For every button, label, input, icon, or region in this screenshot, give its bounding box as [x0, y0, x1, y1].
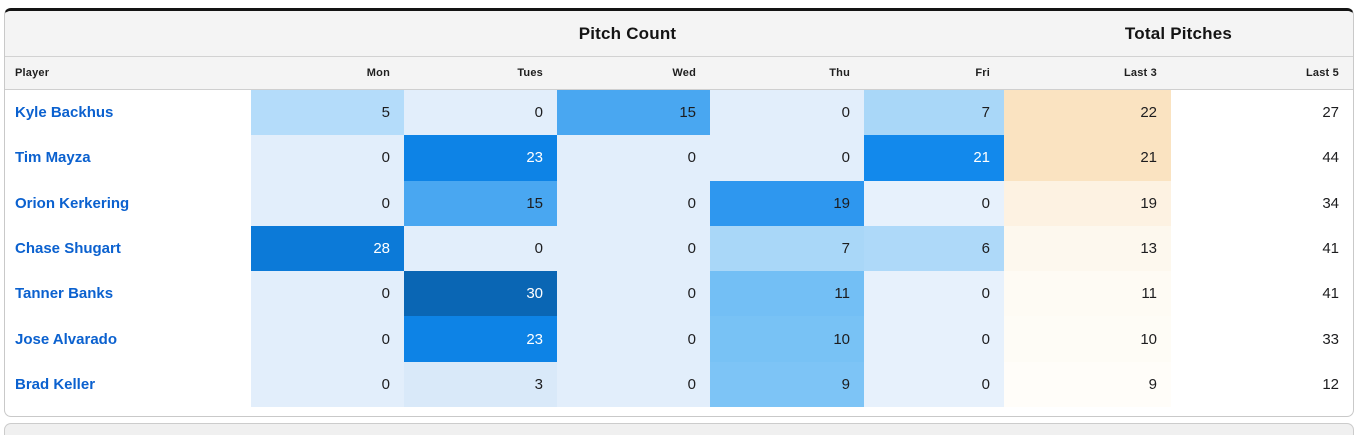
pitch-cell-wed: 0: [557, 135, 710, 181]
table-row: Jose Alvarado 0 23 0 10 0 10 33: [5, 316, 1353, 362]
player-link[interactable]: Brad Keller: [15, 375, 96, 393]
pitch-cell-last-3: 21: [1004, 135, 1171, 181]
pitch-cell-wed: 0: [557, 180, 710, 226]
table-row: Orion Kerkering 0 15 0 19 0 19 34: [5, 180, 1353, 226]
pitch-cell-last-5: 34: [1322, 194, 1339, 212]
pitch-cell-last-3: 10: [1004, 316, 1171, 362]
table-row: Kyle Backhus 5 0 15 0 7 22 27: [5, 90, 1353, 136]
pitch-cell-wed: 0: [557, 225, 710, 272]
player-link[interactable]: Tanner Banks: [15, 285, 114, 303]
pitch-cell-wed: 0: [557, 361, 710, 407]
player-link[interactable]: Jose Alvarado: [15, 330, 117, 348]
pitch-cell-last-5: 41: [1322, 239, 1339, 257]
pitch-cell-thu: 9: [710, 361, 864, 407]
table-row: Chase Shugart 28 0 0 7 6 13 41: [5, 225, 1353, 272]
group-header-total-pitches: Total Pitches: [1124, 23, 1233, 43]
player-link[interactable]: Chase Shugart: [15, 239, 121, 257]
pitch-cell-last-5: 33: [1322, 330, 1339, 348]
pitch-cell-tues: 0: [404, 90, 557, 136]
pitch-cell-fri: 0: [864, 271, 1004, 317]
pitch-cell-thu: 11: [710, 271, 864, 317]
column-header-thu: Thu: [829, 67, 850, 79]
pitch-cell-last-3: 19: [1004, 180, 1171, 226]
pitch-cell-fri: 21: [864, 135, 1004, 181]
pitch-cell-wed: 0: [557, 271, 710, 317]
pitch-cell-thu: 19: [710, 180, 864, 226]
pitch-cell-thu: 7: [710, 225, 864, 272]
player-link[interactable]: Orion Kerkering: [15, 194, 130, 212]
pitch-cell-last-5: 27: [1322, 104, 1339, 122]
group-header-spacer: [5, 11, 251, 56]
pitch-cell-last-5: 12: [1322, 375, 1339, 393]
pitch-cell-thu: 0: [710, 90, 864, 136]
pitch-cell-tues: 3: [404, 361, 557, 407]
next-section-top-edge: [4, 423, 1354, 435]
pitch-cell-mon: 28: [251, 225, 404, 272]
column-header-last-3: Last 3: [1124, 67, 1157, 79]
column-header-player: Player: [15, 67, 50, 79]
table-row: Tim Mayza 0 23 0 0 21 21 44: [5, 135, 1353, 181]
pitch-cell-last-3: 13: [1004, 225, 1171, 272]
column-header-wed: Wed: [672, 67, 696, 79]
column-header-row: Player Mon Tues Wed Thu Fri Last 3 Last …: [5, 56, 1353, 90]
pitch-cell-fri: 0: [864, 180, 1004, 226]
pitch-cell-last-3: 9: [1004, 361, 1171, 407]
column-header-tues: Tues: [517, 67, 543, 79]
pitch-cell-mon: 5: [251, 90, 404, 136]
column-header-fri: Fri: [975, 67, 990, 79]
pitch-cell-tues: 23: [404, 135, 557, 181]
pitch-cell-fri: 0: [864, 316, 1004, 362]
group-header-pitch-count: Pitch Count: [578, 23, 677, 43]
pitch-count-table-card: Pitch Count Total Pitches Player Mon Tue…: [4, 8, 1354, 417]
pitch-cell-last-3: 22: [1004, 90, 1171, 136]
pitch-cell-mon: 0: [251, 271, 404, 317]
pitch-cell-mon: 0: [251, 316, 404, 362]
pitch-cell-last-3: 11: [1004, 271, 1171, 317]
pitch-cell-fri: 7: [864, 90, 1004, 136]
pitch-cell-fri: 6: [864, 225, 1004, 272]
table-row: Tanner Banks 0 30 0 11 0 11 41: [5, 271, 1353, 317]
pitch-cell-tues: 0: [404, 225, 557, 272]
player-link[interactable]: Kyle Backhus: [15, 104, 114, 122]
table-row: Brad Keller 0 3 0 9 0 9 12: [5, 361, 1353, 407]
pitch-cell-wed: 15: [557, 90, 710, 136]
table-body: Kyle Backhus 5 0 15 0 7 22 27 Tim Mayza 0 23 0 0 21 21…: [5, 90, 1353, 407]
pitch-cell-mon: 0: [251, 135, 404, 181]
pitch-cell-mon: 0: [251, 180, 404, 226]
pitch-cell-wed: 0: [557, 316, 710, 362]
pitch-cell-tues: 30: [404, 271, 557, 317]
pitch-cell-tues: 15: [404, 180, 557, 226]
pitch-cell-mon: 0: [251, 361, 404, 407]
pitch-cell-fri: 0: [864, 361, 1004, 407]
pitch-cell-last-5: 44: [1322, 149, 1339, 167]
pitch-cell-tues: 23: [404, 316, 557, 362]
column-header-last-5: Last 5: [1306, 67, 1339, 79]
pitch-cell-thu: 10: [710, 316, 864, 362]
group-header-row: Pitch Count Total Pitches: [5, 11, 1353, 56]
pitch-cell-last-5: 41: [1322, 285, 1339, 303]
pitch-cell-thu: 0: [710, 135, 864, 181]
column-header-mon: Mon: [366, 67, 390, 79]
player-link[interactable]: Tim Mayza: [15, 149, 91, 167]
